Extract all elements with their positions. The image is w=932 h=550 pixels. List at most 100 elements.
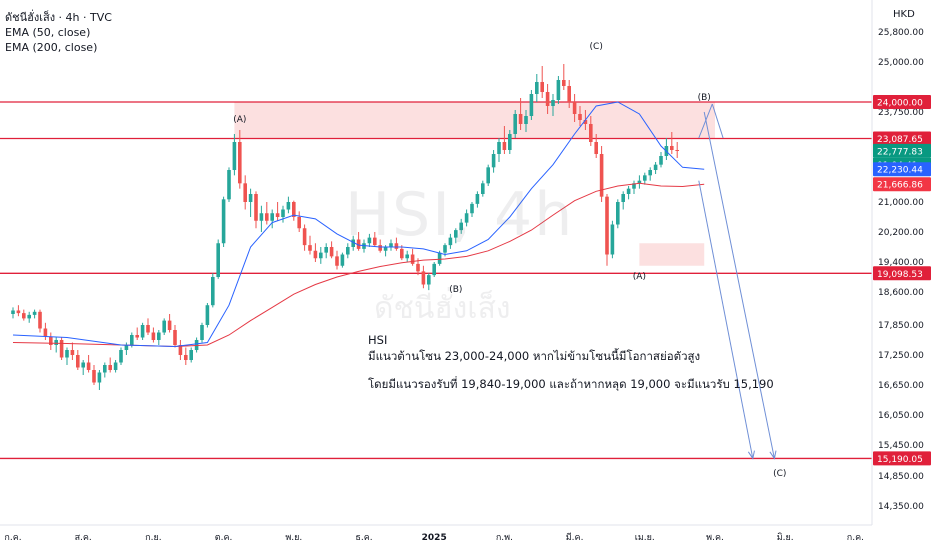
x-tick-label: มิ.ย. — [777, 532, 794, 543]
y-tick-label: 19,400.00 — [878, 258, 924, 268]
price-badge — [873, 143, 931, 158]
x-tick-label: มี.ค. — [566, 532, 584, 543]
x-tick-label: 2025 — [422, 533, 447, 543]
level-2-badge — [873, 266, 931, 281]
candle-body — [124, 345, 129, 350]
x-tick-label: ต.ค. — [215, 533, 233, 543]
candle-body — [421, 271, 426, 285]
y-tick-label: 15,450.00 — [878, 441, 924, 451]
candle-body — [551, 100, 555, 106]
arrow-shaft — [703, 111, 775, 459]
candle-body — [351, 239, 355, 247]
candle-body — [621, 194, 625, 202]
resistance-zone-1 — [639, 243, 705, 266]
y-tick-label: 23,750.00 — [878, 108, 924, 118]
candle-body — [670, 146, 674, 150]
y-tick-label: 14,350.00 — [878, 502, 924, 512]
candle-body — [378, 245, 382, 251]
wave-label: (C) — [773, 469, 786, 479]
candle-body — [524, 116, 528, 124]
candle-body — [405, 254, 409, 259]
candle-body — [481, 183, 485, 194]
candle-body — [146, 325, 150, 333]
candle-body — [238, 142, 242, 184]
candle-body — [221, 199, 226, 244]
candle-body — [216, 243, 220, 277]
candle-body — [335, 256, 339, 266]
y-tick-label: 17,850.00 — [878, 321, 924, 331]
candle-body — [113, 362, 118, 370]
annotation-line-1: มีแนวต้านโซน 23,000-24,000 หากไม่ข้ามโซน… — [368, 349, 701, 363]
x-tick-label: ก.พ. — [496, 533, 513, 543]
y-tick-label: 20,200.00 — [878, 228, 924, 238]
candle-body — [70, 350, 75, 355]
candle-body — [76, 355, 80, 368]
candle-body — [578, 114, 582, 120]
candle-body — [648, 170, 652, 176]
ema50-legend[interactable]: EMA (50, close) — [5, 26, 91, 39]
candle-body — [65, 350, 69, 358]
candle-body — [508, 134, 512, 150]
candle-body — [448, 237, 453, 246]
candle-body — [459, 222, 463, 231]
candle-body — [319, 252, 323, 259]
candle-body — [394, 243, 399, 249]
candle-body — [205, 305, 210, 325]
candle-body — [227, 170, 231, 200]
ema200-line — [12, 182, 705, 348]
level-3-badge — [873, 451, 931, 466]
ema50-badge-text: 22,230.44 — [877, 166, 923, 176]
candle-body — [340, 254, 345, 266]
candle-body — [329, 247, 334, 257]
symbol-title[interactable]: ดัชนีฮั่งเส็ง · 4h · TVC — [5, 11, 112, 24]
ema200-legend[interactable]: EMA (200, close) — [5, 41, 98, 54]
candle-body — [540, 82, 544, 92]
candle-body — [513, 114, 517, 134]
candle-body — [464, 213, 469, 223]
candle-body — [410, 254, 415, 264]
annotation-line-2: โดยมีแนวรองรับที่ 19,840-19,000 และถ้าหา… — [368, 377, 774, 391]
candle-body — [297, 217, 301, 229]
candle-body — [454, 230, 458, 238]
candle-body — [432, 263, 436, 276]
candle-body — [475, 194, 480, 204]
candle-body — [427, 275, 431, 285]
candle-body — [589, 124, 593, 142]
y-tick-label: 25,000.00 — [878, 58, 924, 68]
candle-body — [292, 202, 296, 217]
ema50-line — [12, 101, 705, 348]
candle-body — [518, 114, 523, 124]
projection-arrow-0 — [698, 180, 755, 460]
candle-body — [184, 355, 188, 360]
candle-body — [157, 332, 161, 340]
candle-body — [632, 183, 636, 189]
x-tick-label: พ.ย. — [285, 533, 302, 543]
candle-body — [54, 340, 58, 345]
candle-body — [167, 320, 172, 330]
arrow-head — [769, 450, 777, 460]
candle-body — [189, 350, 193, 360]
y-tick-label: 14,850.00 — [878, 472, 924, 482]
wave-label: (B) — [698, 93, 711, 103]
x-tick-label: ก.ค. — [4, 533, 21, 543]
candle-body — [437, 252, 442, 264]
x-tick-label: ธ.ค. — [355, 533, 372, 543]
candle-body — [594, 142, 598, 154]
candle-body — [389, 243, 393, 247]
y-tick-label: 16,050.00 — [878, 411, 924, 421]
price-badge-text: 22,777.83 — [877, 147, 923, 157]
y-tick-label: 21,000.00 — [878, 198, 924, 208]
candle-body — [38, 311, 42, 329]
candle-body — [302, 228, 307, 246]
candle-body — [400, 248, 404, 259]
currency-label[interactable]: HKD — [893, 9, 915, 20]
annotation-title: HSI — [368, 333, 388, 347]
x-tick-label: ส.ค. — [75, 533, 92, 543]
candle-body — [308, 245, 312, 251]
candle-body — [653, 164, 658, 170]
candle-body — [151, 332, 156, 340]
candle-body — [232, 142, 237, 170]
y-tick-label: 16,650.00 — [878, 381, 924, 391]
candle-body — [59, 340, 64, 358]
